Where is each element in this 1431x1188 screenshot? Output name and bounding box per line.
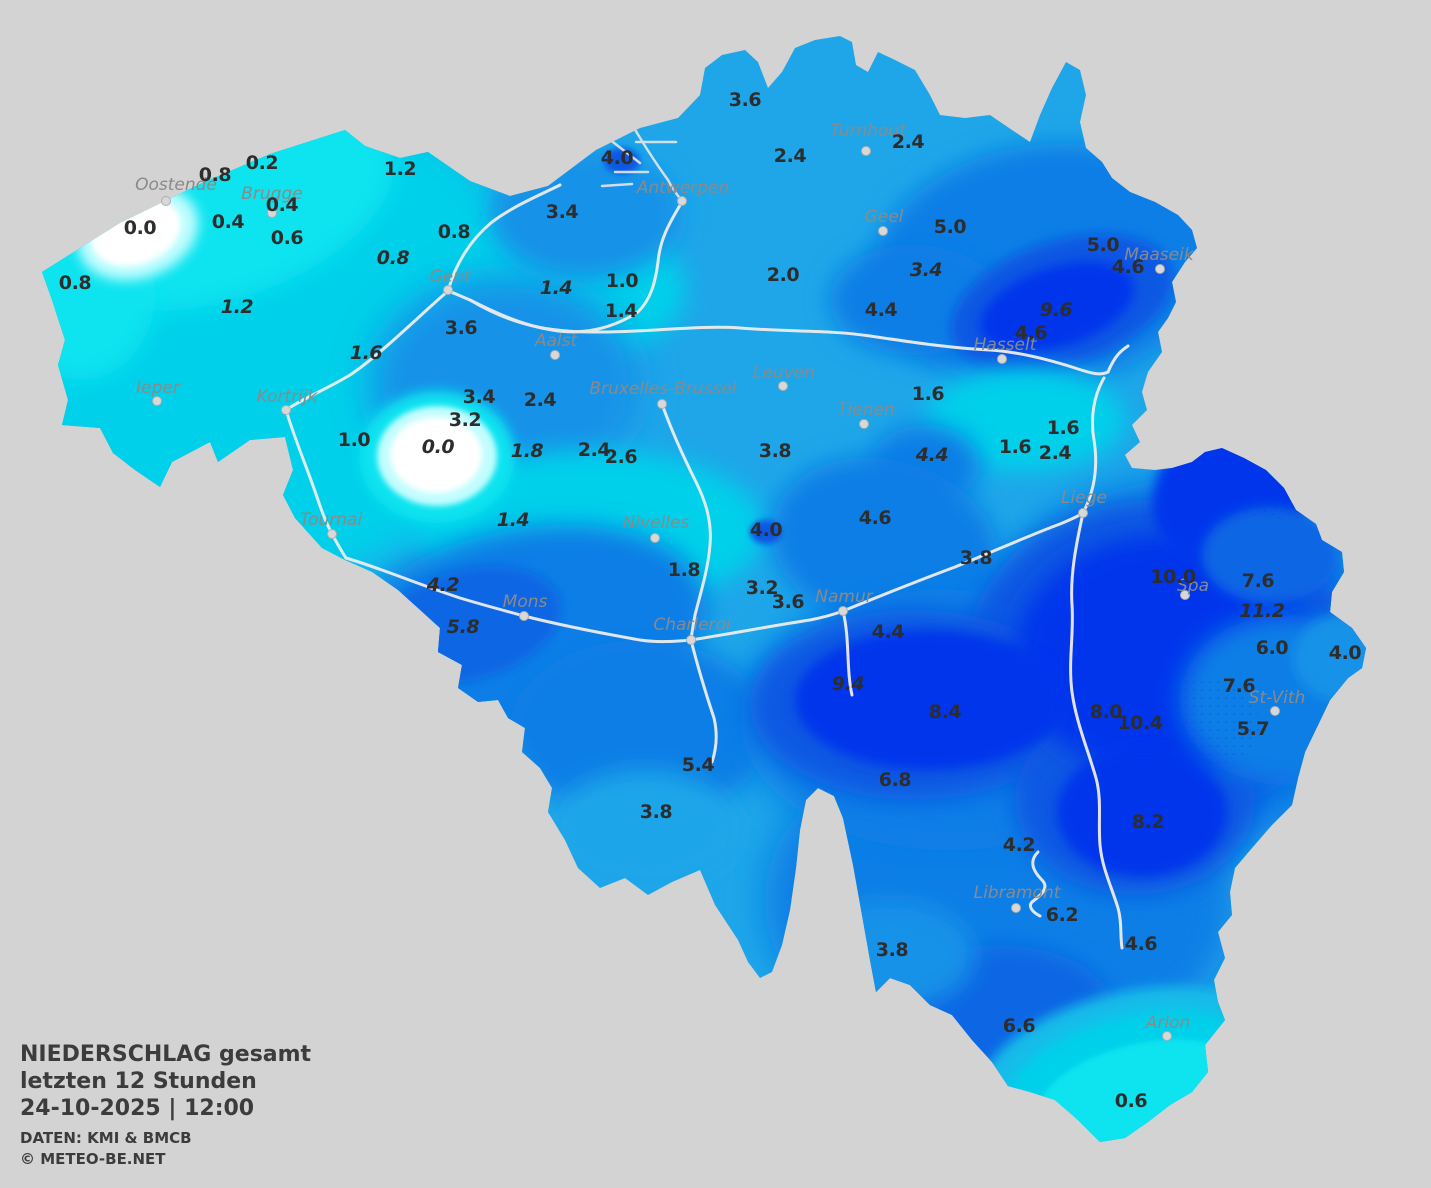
band-limburg-max-9mm (979, 261, 1135, 353)
band-couvin-3-8mm (550, 770, 740, 890)
border-brussels-charleroi (660, 402, 712, 642)
border-hainaut-namur (689, 638, 718, 764)
border-meuse-north (1106, 344, 1130, 374)
border-namur-south (841, 609, 854, 697)
band-philippeville-9mm (795, 630, 1065, 770)
title-block: NIEDERSCHLAG gesamt letzten 12 Stunden 2… (20, 1042, 311, 1170)
stipple-texture-east (1060, 670, 1260, 780)
border-gent-canal (446, 183, 562, 293)
band-central-0mm (390, 417, 482, 493)
border-libramont-squiggle (1028, 850, 1047, 918)
copyright: © METEO-BE.NET (20, 1150, 166, 1169)
data-source: DATEN: KMI & BMCB (20, 1129, 192, 1148)
band-fareast-4mm (1293, 613, 1366, 703)
band-4mm-dot (750, 520, 782, 544)
map-datetime: 24-10-2025 | 12:00 (20, 1095, 255, 1121)
border-liege-luxembourg (1069, 511, 1124, 950)
band-haspengouw-1-2mm (925, 368, 1125, 472)
map-title: NIEDERSCHLAG gesamt (20, 1042, 312, 1067)
band-namur-ne-4mm (771, 457, 999, 633)
border-brabant-north (468, 298, 1110, 376)
band-7-6-pocket (1202, 507, 1338, 603)
waterway-scheldt-estuary (626, 116, 684, 203)
waterway-dock-4 (600, 182, 634, 188)
band-bouillon-3-8mm (805, 900, 975, 1010)
band-antwerp-4mm-dot (604, 148, 640, 174)
map-subtitle: letzten 12 Stunden (20, 1068, 257, 1094)
band-waasland-3mm (490, 150, 680, 280)
